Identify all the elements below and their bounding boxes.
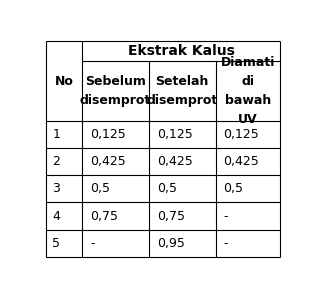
Text: 1: 1 bbox=[52, 128, 60, 141]
Text: 0,425: 0,425 bbox=[90, 155, 126, 168]
Text: 0,425: 0,425 bbox=[223, 155, 259, 168]
Text: Setelah
disemprot: Setelah disemprot bbox=[147, 75, 218, 107]
Text: 5: 5 bbox=[52, 237, 60, 250]
Text: Diamati
di
bawah
UV: Diamati di bawah UV bbox=[221, 56, 275, 126]
Text: 0,125: 0,125 bbox=[157, 128, 193, 141]
Text: 0,95: 0,95 bbox=[157, 237, 185, 250]
Text: 3: 3 bbox=[52, 182, 60, 195]
Text: 0,75: 0,75 bbox=[90, 210, 118, 223]
Text: 0,425: 0,425 bbox=[157, 155, 193, 168]
Text: 2: 2 bbox=[52, 155, 60, 168]
Text: -: - bbox=[223, 237, 228, 250]
Text: 0,5: 0,5 bbox=[223, 182, 243, 195]
Text: 0,75: 0,75 bbox=[157, 210, 185, 223]
Text: 0,5: 0,5 bbox=[157, 182, 177, 195]
Text: Sebelum
disemprot: Sebelum disemprot bbox=[80, 75, 151, 107]
Text: -: - bbox=[90, 237, 95, 250]
Text: -: - bbox=[223, 210, 228, 223]
Text: 0,125: 0,125 bbox=[223, 128, 259, 141]
Text: No: No bbox=[55, 74, 73, 88]
Text: 4: 4 bbox=[52, 210, 60, 223]
Text: 0,5: 0,5 bbox=[90, 182, 110, 195]
Text: Ekstrak Kalus: Ekstrak Kalus bbox=[128, 44, 235, 58]
Text: 0,125: 0,125 bbox=[90, 128, 126, 141]
